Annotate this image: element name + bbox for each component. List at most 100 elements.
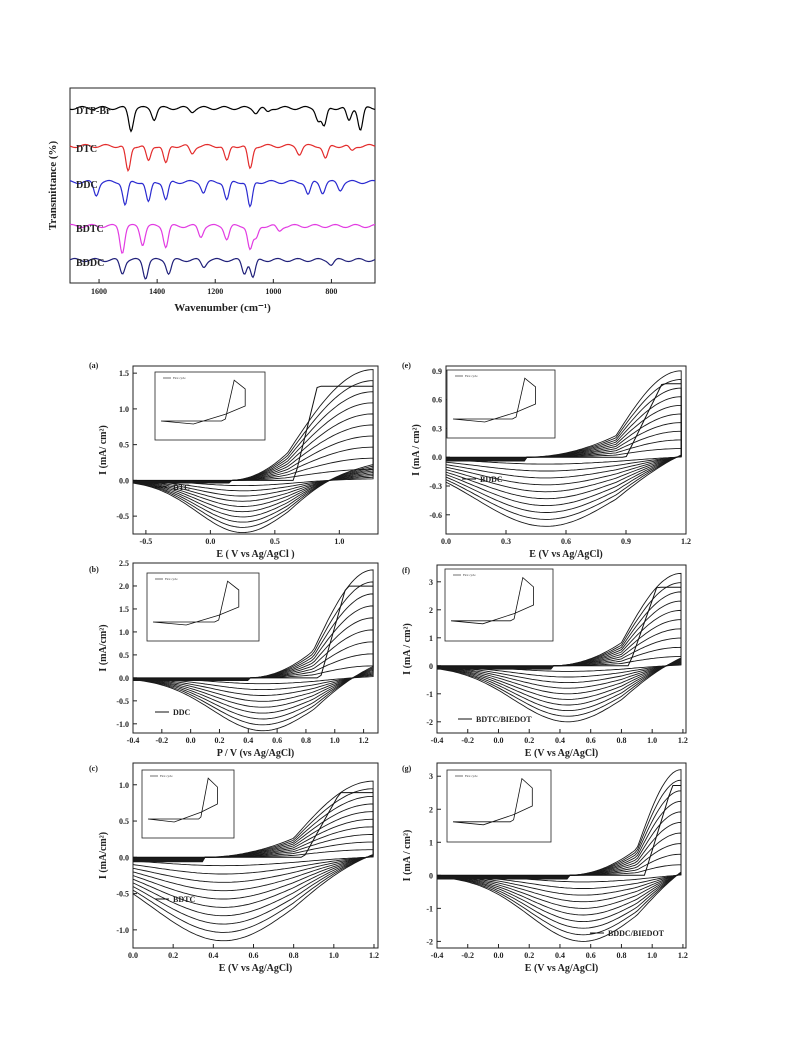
- ftir-series-ddc: [69, 179, 376, 208]
- cv-y-tick-label: -0.5: [116, 890, 129, 899]
- ftir-chart: 1600 1400 1200 1000 800 Wavenumber (cm⁻¹) Tran…: [47, 87, 376, 314]
- cv-y-tick-label: 0.3: [432, 424, 442, 433]
- ftir-series-bdtc: [69, 223, 376, 254]
- cv-panel-label: (g): [402, 764, 412, 773]
- cv-legend-label: DTC: [173, 483, 190, 492]
- cv-x-tick-label: 1.0: [334, 537, 344, 546]
- cv-x-axis-label: E ( V vs Ag/AgCl ): [216, 549, 294, 560]
- cv-first-cycle: [133, 385, 374, 481]
- cv-y-tick-label: -1.0: [116, 720, 129, 729]
- cv-x-tick-label: 0.4: [208, 951, 218, 960]
- cv-y-tick-label: -0.5: [116, 697, 129, 706]
- cv-inset-curve: [452, 377, 536, 423]
- cv-inset: First cycle: [446, 369, 556, 439]
- ftir-series-label: BDDC: [76, 258, 104, 269]
- cv-x-axis-label: E (V vs Ag/AgCl): [525, 963, 598, 974]
- cv-panel-label: (c): [89, 764, 98, 773]
- cv-panel-label: (f): [402, 566, 410, 575]
- cv-y-tick-label: 1.0: [119, 628, 129, 637]
- cv-y-axis-label: I (mA/ cm²): [98, 425, 109, 475]
- cv-inset-curve: [450, 576, 534, 625]
- cv-y-tick-label: 0.0: [432, 453, 442, 462]
- cv-y-tick-label: 1.5: [119, 369, 129, 378]
- cv-x-tick-label: 1.0: [330, 736, 340, 745]
- cv-y-tick-label: 3: [429, 772, 433, 781]
- cv-x-tick-label: 0.0: [128, 951, 138, 960]
- cv-y-axis-label: I (mA / cm²): [402, 830, 413, 882]
- ftir-series-bddc: [69, 257, 376, 280]
- cv-y-tick-label: 2.5: [119, 559, 129, 568]
- cv-x-tick-label: 0.6: [586, 951, 596, 960]
- cv-cycle-10: [132, 369, 374, 534]
- ftir-x-tick-label: 1400: [149, 287, 165, 296]
- cv-inset-curve: [147, 777, 218, 823]
- cv-axes-frame: [132, 562, 379, 734]
- cv-y-tick-label: 0.0: [119, 674, 129, 683]
- cv-x-tick-label: -0.2: [461, 736, 474, 745]
- cv-inset-legend-label: First cycle: [160, 774, 173, 778]
- cv-x-tick-label: 0.4: [555, 951, 565, 960]
- cv-panel-label: (b): [89, 565, 99, 574]
- cv-x-tick-label: 1.2: [359, 736, 369, 745]
- cv-x-tick-label: 1.0: [647, 951, 657, 960]
- cv-inset-frame: [446, 369, 556, 439]
- cv-y-tick-label: -0.6: [429, 511, 442, 520]
- cv-cycle-2: [132, 841, 374, 875]
- cv-y-tick-label: -0.5: [116, 512, 129, 521]
- cv-inset: First cycle: [444, 568, 554, 642]
- cv-inset: First cycle: [141, 769, 235, 839]
- cv-inset: First cycle: [446, 769, 552, 843]
- cv-legend-label: BDTC: [173, 895, 195, 904]
- cv-x-tick-label: 0.2: [214, 736, 224, 745]
- cv-inset-frame: [154, 371, 266, 441]
- cv-panel-a: -0.5 0.0 0.5 1.0 -0.5 0.0 0.5 1.0 1.5 E ( V vs Ag…: [89, 361, 379, 560]
- cv-x-tick-label: -0.4: [127, 736, 140, 745]
- ftir-x-tick-label: 1000: [265, 287, 281, 296]
- cv-inset-curve: [160, 379, 246, 425]
- cv-x-axis-label: P / V (vs Ag/AgCl): [217, 748, 294, 759]
- cv-inset-frame: [141, 769, 235, 839]
- cv-y-tick-label: 0: [429, 871, 433, 880]
- cv-legend-label: BDTC/BIEDOT: [476, 715, 532, 724]
- cv-inset-curve: [452, 777, 533, 826]
- cv-axes-frame: [132, 365, 379, 535]
- cv-axes-frame: [436, 762, 687, 949]
- cv-y-tick-label: 1.0: [119, 405, 129, 414]
- ftir-series-label: DTP-Br: [76, 106, 111, 117]
- cv-inset-legend-label: First cycle: [465, 374, 478, 378]
- cv-cycle-3: [132, 834, 374, 883]
- ftir-x-tick-label: 1600: [91, 287, 107, 296]
- cv-y-tick-label: 0.5: [119, 651, 129, 660]
- ftir-series-label: BDTC: [76, 224, 104, 235]
- cv-first-cycle: [133, 585, 374, 679]
- cv-x-tick-label: 0.2: [524, 736, 534, 745]
- cv-x-axis-label: E (V vs Ag/AgCl): [529, 549, 602, 560]
- cv-axes-frame: [132, 762, 379, 949]
- cv-x-tick-label: 0.9: [621, 537, 631, 546]
- cv-x-tick-label: -0.4: [431, 951, 444, 960]
- cv-x-tick-label: -0.4: [431, 736, 444, 745]
- cv-x-tick-label: 0.8: [289, 951, 299, 960]
- cv-x-tick-label: 0.0: [441, 537, 451, 546]
- cv-panel-label: (e): [402, 361, 411, 370]
- cv-x-tick-label: 0.0: [186, 736, 196, 745]
- cv-inset-legend-label: First cycle: [165, 577, 178, 581]
- cv-x-tick-label: -0.2: [461, 951, 474, 960]
- cv-first-cycle: [133, 792, 374, 858]
- cv-y-tick-label: 1.5: [119, 605, 129, 614]
- cv-y-tick-label: 0.5: [119, 817, 129, 826]
- cv-y-tick-label: 2: [429, 805, 433, 814]
- cv-x-tick-label: 0.0: [493, 736, 503, 745]
- ftir-y-axis-label: Transmittance (%): [47, 141, 59, 231]
- cv-panel-g: -0.4 -0.2 0.0 0.2 0.4 0.6 0.8 1.0 1.2 -2 -1 0 1 2 3 E (…: [402, 762, 688, 974]
- cv-x-tick-label: 1.0: [329, 951, 339, 960]
- cv-y-tick-label: -2: [426, 937, 433, 946]
- cv-y-tick-label: 0.0: [119, 853, 129, 862]
- cv-x-tick-label: 1.0: [647, 736, 657, 745]
- ftir-x-tick-label: 1200: [207, 287, 223, 296]
- cv-x-tick-label: 0.4: [555, 736, 565, 745]
- cv-panel-c: 0.0 0.2 0.4 0.6 0.8 1.0 1.2 -1.0 -0.5 0.0 0.5 1.0 E …: [89, 762, 379, 974]
- cv-x-tick-label: 0.6: [586, 736, 596, 745]
- cv-x-tick-label: 0.8: [301, 736, 311, 745]
